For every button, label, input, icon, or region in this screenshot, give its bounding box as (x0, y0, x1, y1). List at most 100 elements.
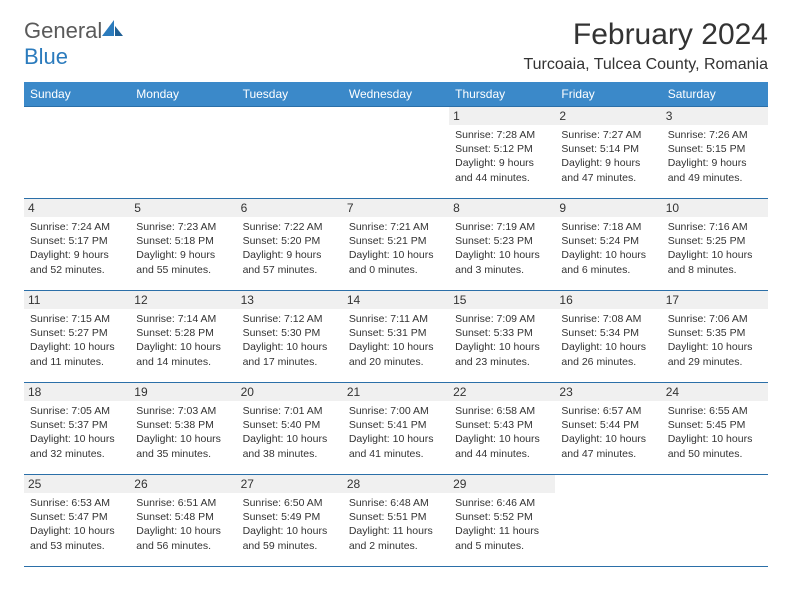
calendar-day-cell: 2 Sunrise: 7:27 AMSunset: 5:14 PMDaylight… (555, 107, 661, 199)
calendar-day-cell: 3Sunrise: 7:26 AMSunset: 5:15 PMDaylight… (662, 107, 768, 199)
calendar-day-cell: 21 Sunrise: 7:00 AMSunset: 5:41 PMDayligh… (343, 383, 449, 475)
calendar-day-cell: 26 Sunrise: 6:51 AMSunset: 5:48 PMDayligh… (130, 475, 236, 567)
calendar-day-cell: 18 Sunrise: 7:05 AMSunset: 5:37 PMDayligh… (24, 383, 130, 475)
calendar-day-cell: 15 Sunrise: 7:09 AMSunset: 5:33 PMDayligh… (449, 291, 555, 383)
calendar-day-cell: 8Sunrise: 7:19 AMSunset: 5:23 PMDaylight… (449, 199, 555, 291)
day-info: Sunrise: 7:22 AMSunset: 5:20 PMDaylight:… (243, 220, 337, 277)
calendar-row: 11Sunrise: 7:15 AMSunset: 5:27 PMDayligh… (24, 291, 768, 383)
calendar-empty-cell (130, 107, 236, 199)
day-number: 22 (449, 383, 555, 401)
day-info: Sunrise: 7:19 AMSunset: 5:23 PMDaylight:… (455, 220, 549, 277)
weekday-header: Friday (555, 82, 661, 107)
weekday-header: Tuesday (237, 82, 343, 107)
calendar-empty-cell (662, 475, 768, 567)
day-info: Sunrise: 6:57 AMSunset: 5:44 PMDaylight:… (561, 404, 655, 461)
calendar-day-cell: 5Sunrise: 7:23 AMSunset: 5:18 PMDaylight… (130, 199, 236, 291)
day-info: Sunrise: 7:15 AMSunset: 5:27 PMDaylight:… (30, 312, 124, 369)
calendar-row: 4Sunrise: 7:24 AMSunset: 5:17 PMDaylight… (24, 199, 768, 291)
calendar-day-cell: 10 Sunrise: 7:16 AMSunset: 5:25 PMDayligh… (662, 199, 768, 291)
day-number: 28 (343, 475, 449, 493)
day-number: 19 (130, 383, 236, 401)
calendar-empty-cell (555, 475, 661, 567)
calendar-empty-cell (24, 107, 130, 199)
weekday-header: Monday (130, 82, 236, 107)
calendar-day-cell: 17 Sunrise: 7:06 AMSunset: 5:35 PMDayligh… (662, 291, 768, 383)
day-number: 23 (555, 383, 661, 401)
calendar-day-cell: 19 Sunrise: 7:03 AMSunset: 5:38 PMDayligh… (130, 383, 236, 475)
day-info: Sunrise: 7:16 AMSunset: 5:25 PMDaylight:… (668, 220, 762, 277)
calendar-day-cell: 14Sunrise: 7:11 AMSunset: 5:31 PMDayligh… (343, 291, 449, 383)
day-number: 26 (130, 475, 236, 493)
title-block: February 2024 Turcoaia, Tulcea County, R… (523, 18, 768, 74)
logo-part1: General (24, 18, 102, 43)
calendar-day-cell: 22 Sunrise: 6:58 AMSunset: 5:43 PMDayligh… (449, 383, 555, 475)
calendar-day-cell: 27 Sunrise: 6:50 AMSunset: 5:49 PMDayligh… (237, 475, 343, 567)
logo-sail-icon (102, 20, 124, 38)
weekday-header: Wednesday (343, 82, 449, 107)
day-info: Sunrise: 7:18 AMSunset: 5:24 PMDaylight:… (561, 220, 655, 277)
day-number: 12 (130, 291, 236, 309)
calendar-body: 1Sunrise: 7:28 AMSunset: 5:12 PMDaylight… (24, 107, 768, 567)
day-number: 18 (24, 383, 130, 401)
day-info: Sunrise: 6:48 AMSunset: 5:51 PMDaylight:… (349, 496, 443, 553)
header: GeneralBlue February 2024 Turcoaia, Tulc… (24, 18, 768, 74)
day-info: Sunrise: 6:58 AMSunset: 5:43 PMDaylight:… (455, 404, 549, 461)
day-info: Sunrise: 7:05 AMSunset: 5:37 PMDaylight:… (30, 404, 124, 461)
day-number: 21 (343, 383, 449, 401)
calendar-day-cell: 12 Sunrise: 7:14 AMSunset: 5:28 PMDayligh… (130, 291, 236, 383)
day-number: 20 (237, 383, 343, 401)
day-info: Sunrise: 7:26 AMSunset: 5:15 PMDaylight:… (668, 128, 762, 185)
day-number: 16 (555, 291, 661, 309)
day-info: Sunrise: 7:23 AMSunset: 5:18 PMDaylight:… (136, 220, 230, 277)
calendar-empty-cell (237, 107, 343, 199)
calendar-day-cell: 25 Sunrise: 6:53 AMSunset: 5:47 PMDayligh… (24, 475, 130, 567)
calendar-row: 25 Sunrise: 6:53 AMSunset: 5:47 PMDayligh… (24, 475, 768, 567)
location-text: Turcoaia, Tulcea County, Romania (523, 56, 768, 74)
calendar-day-cell: 29 Sunrise: 6:46 AMSunset: 5:52 PMDayligh… (449, 475, 555, 567)
calendar-day-cell: 11Sunrise: 7:15 AMSunset: 5:27 PMDayligh… (24, 291, 130, 383)
day-number: 27 (237, 475, 343, 493)
day-info: Sunrise: 6:53 AMSunset: 5:47 PMDaylight:… (30, 496, 124, 553)
day-info: Sunrise: 7:01 AMSunset: 5:40 PMDaylight:… (243, 404, 337, 461)
day-info: Sunrise: 6:46 AMSunset: 5:52 PMDaylight:… (455, 496, 549, 553)
calendar-day-cell: 7Sunrise: 7:21 AMSunset: 5:21 PMDaylight… (343, 199, 449, 291)
day-number: 14 (343, 291, 449, 309)
calendar-day-cell: 23 Sunrise: 6:57 AMSunset: 5:44 PMDayligh… (555, 383, 661, 475)
day-number: 15 (449, 291, 555, 309)
calendar-row: 1Sunrise: 7:28 AMSunset: 5:12 PMDaylight… (24, 107, 768, 199)
day-number: 25 (24, 475, 130, 493)
day-info: Sunrise: 7:09 AMSunset: 5:33 PMDaylight:… (455, 312, 549, 369)
day-number: 1 (449, 107, 555, 125)
day-number: 29 (449, 475, 555, 493)
calendar-day-cell: 28 Sunrise: 6:48 AMSunset: 5:51 PMDayligh… (343, 475, 449, 567)
day-number: 2 (555, 107, 661, 125)
day-number: 17 (662, 291, 768, 309)
day-info: Sunrise: 7:03 AMSunset: 5:38 PMDaylight:… (136, 404, 230, 461)
calendar-day-cell: 1Sunrise: 7:28 AMSunset: 5:12 PMDaylight… (449, 107, 555, 199)
day-info: Sunrise: 7:00 AMSunset: 5:41 PMDaylight:… (349, 404, 443, 461)
day-info: Sunrise: 6:50 AMSunset: 5:49 PMDaylight:… (243, 496, 337, 553)
calendar-table: SundayMondayTuesdayWednesdayThursdayFrid… (24, 82, 768, 567)
day-info: Sunrise: 7:12 AMSunset: 5:30 PMDaylight:… (243, 312, 337, 369)
day-number: 10 (662, 199, 768, 217)
day-info: Sunrise: 6:51 AMSunset: 5:48 PMDaylight:… (136, 496, 230, 553)
day-info: Sunrise: 7:06 AMSunset: 5:35 PMDaylight:… (668, 312, 762, 369)
day-number: 6 (237, 199, 343, 217)
day-info: Sunrise: 6:55 AMSunset: 5:45 PMDaylight:… (668, 404, 762, 461)
calendar-day-cell: 13 Sunrise: 7:12 AMSunset: 5:30 PMDayligh… (237, 291, 343, 383)
day-info: Sunrise: 7:21 AMSunset: 5:21 PMDaylight:… (349, 220, 443, 277)
calendar-empty-cell (343, 107, 449, 199)
day-info: Sunrise: 7:24 AMSunset: 5:17 PMDaylight:… (30, 220, 124, 277)
day-info: Sunrise: 7:14 AMSunset: 5:28 PMDaylight:… (136, 312, 230, 369)
calendar-day-cell: 4Sunrise: 7:24 AMSunset: 5:17 PMDaylight… (24, 199, 130, 291)
logo: GeneralBlue (24, 18, 124, 70)
weekday-header: Thursday (449, 82, 555, 107)
page-title: February 2024 (523, 18, 768, 52)
logo-text: GeneralBlue (24, 18, 124, 70)
weekday-header: Saturday (662, 82, 768, 107)
day-info: Sunrise: 7:27 AMSunset: 5:14 PMDaylight:… (561, 128, 655, 185)
calendar-row: 18 Sunrise: 7:05 AMSunset: 5:37 PMDayligh… (24, 383, 768, 475)
day-number: 13 (237, 291, 343, 309)
calendar-day-cell: 20 Sunrise: 7:01 AMSunset: 5:40 PMDayligh… (237, 383, 343, 475)
logo-part2: Blue (24, 44, 68, 69)
